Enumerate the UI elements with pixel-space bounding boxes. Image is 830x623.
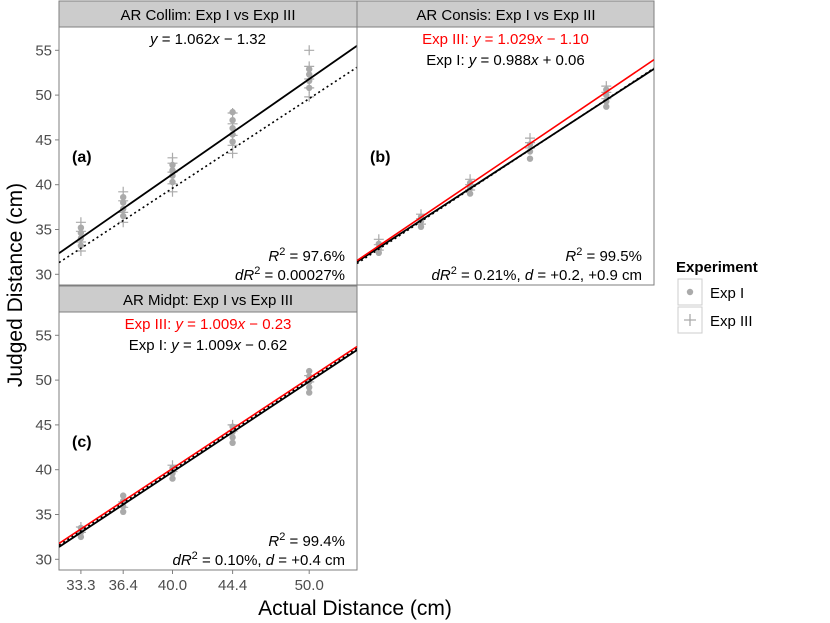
point-exp3 <box>118 186 129 197</box>
y-ticks-bottom: 30 35 40 45 50 55 <box>35 327 59 568</box>
panel-c: AR Midpt: Exp I vs Exp III (c) Exp III: y… <box>58 285 358 571</box>
legend-label-exp3: Exp III <box>710 313 753 330</box>
equation-exp1-a: y = 1.062x − 1.32 <box>149 31 266 48</box>
panel-a: AR Collim: Exp I vs Exp III (a) y = 1.062… <box>58 0 358 286</box>
r2-text-c: R2 = 99.4% <box>268 531 345 550</box>
x-tick-label: 33.3 <box>66 577 95 594</box>
point-exp3 <box>227 118 238 129</box>
plot-b-marks <box>357 59 654 265</box>
strip-a-title: AR Collim: Exp I vs Exp III <box>120 7 295 24</box>
equation-exp3-c: Exp III: y = 1.009x − 0.23 <box>125 316 292 333</box>
panel-label-a: (a) <box>72 149 92 166</box>
point-exp1 <box>306 389 313 396</box>
equation-exp1-c: Exp I: y = 1.009x − 0.62 <box>129 337 287 354</box>
point-exp3 <box>227 108 238 118</box>
panel-b-frame <box>356 26 655 286</box>
point-exp1 <box>120 492 127 499</box>
point-exp3 <box>465 174 476 185</box>
y-tick-label: 55 <box>35 327 52 344</box>
r2-text-a: R2 = 97.6% <box>268 246 345 265</box>
y-tick-label: 35 <box>35 222 52 239</box>
panel-b: AR Consis: Exp I vs Exp III (b) Exp III: … <box>356 0 655 286</box>
legend-key-exp3-plus <box>684 314 696 326</box>
y-tick-label: 50 <box>35 87 52 104</box>
plot-c-area: (c) Exp III: y = 1.009x − 0.23 Exp I: y = … <box>59 316 357 569</box>
plot-a-marks <box>59 45 357 264</box>
point-exp1 <box>229 434 236 441</box>
y-tick-label: 50 <box>35 372 52 389</box>
fit-line-exp1 <box>59 349 357 548</box>
plot-a-area: (a) y = 1.062x − 1.32 R2 = 97.6%dR2 = 0.00… <box>59 31 357 284</box>
x-axis-label: Actual Distance (cm) <box>258 597 452 620</box>
point-exp3 <box>304 61 315 72</box>
x-tick-label: 44.4 <box>218 577 247 594</box>
dr2-text-c: dR2 = 0.10%, d = +0.4 cm <box>172 550 345 569</box>
strip-c-bg <box>58 285 358 313</box>
point-exp3 <box>75 217 86 228</box>
y-tick-label: 35 <box>35 507 52 524</box>
point-exp3 <box>118 217 129 228</box>
point-exp3 <box>118 195 129 206</box>
legend-label-exp1: Exp I <box>710 285 744 302</box>
panel-label-b: (b) <box>370 149 390 166</box>
point-exp3 <box>304 82 315 93</box>
legend: Experiment Exp I Exp III <box>676 259 758 334</box>
point-exp1 <box>229 439 236 446</box>
x-tick-label: 40.0 <box>158 577 187 594</box>
x-ticks: 33.3 36.4 40.0 44.4 50.0 <box>66 570 324 594</box>
y-axis-label: Judged Distance (cm) <box>4 183 27 387</box>
y-tick-label: 45 <box>35 417 52 434</box>
dr2-text-b: dR2 = 0.21%, d = +0.2, +0.9 cm <box>432 265 642 284</box>
strip-c-title: AR Midpt: Exp I vs Exp III <box>123 292 293 309</box>
x-tick-label: 36.4 <box>109 577 138 594</box>
point-exp1 <box>603 103 610 110</box>
panel-c-frame <box>58 311 358 571</box>
fit-line-exp3 <box>59 345 357 545</box>
point-exp3 <box>227 140 238 151</box>
fit-line-exp1 <box>357 68 654 263</box>
dr2-text-a: dR2 = 0.00027% <box>235 265 345 284</box>
point-exp1 <box>169 475 176 482</box>
panel-a-frame <box>58 26 358 286</box>
y-tick-label: 40 <box>35 462 52 479</box>
point-exp1 <box>306 384 313 391</box>
point-exp3 <box>601 81 612 92</box>
panel-label-c: (c) <box>72 434 92 451</box>
fit-line-exp3 <box>357 59 654 262</box>
point-exp3 <box>525 133 535 144</box>
fit-line-dotted <box>59 66 357 264</box>
point-exp3 <box>75 226 86 237</box>
plot-b-area: (b) Exp III: y = 1.029x − 1.10 Exp I: y = … <box>357 31 654 284</box>
fit-line-exp1 <box>59 45 357 254</box>
y-tick-label: 30 <box>35 551 52 568</box>
point-exp3 <box>304 45 315 56</box>
strip-a-bg <box>58 0 358 28</box>
y-tick-label: 55 <box>35 42 52 59</box>
y-tick-label: 45 <box>35 132 52 149</box>
point-exp1 <box>526 155 534 162</box>
point-exp3 <box>167 152 178 163</box>
strip-b-bg <box>356 0 655 28</box>
y-ticks-top: 30 35 40 45 50 55 <box>35 42 59 283</box>
point-exp3 <box>304 91 315 102</box>
legend-title: Experiment <box>676 259 758 276</box>
equation-exp1-b: Exp I: y = 0.988x + 0.06 <box>426 52 584 69</box>
y-tick-label: 40 <box>35 177 52 194</box>
y-tick-label: 30 <box>35 266 52 283</box>
point-exp3 <box>167 178 178 189</box>
x-tick-label: 50.0 <box>295 577 324 594</box>
legend-key-exp1-dot <box>686 288 694 296</box>
equation-exp3-b: Exp III: y = 1.029x − 1.10 <box>422 31 589 48</box>
strip-b-title: AR Consis: Exp I vs Exp III <box>416 7 595 24</box>
point-exp3 <box>373 234 384 245</box>
plot-c-marks <box>59 345 357 548</box>
r2-text-b: R2 = 99.5% <box>565 246 642 265</box>
